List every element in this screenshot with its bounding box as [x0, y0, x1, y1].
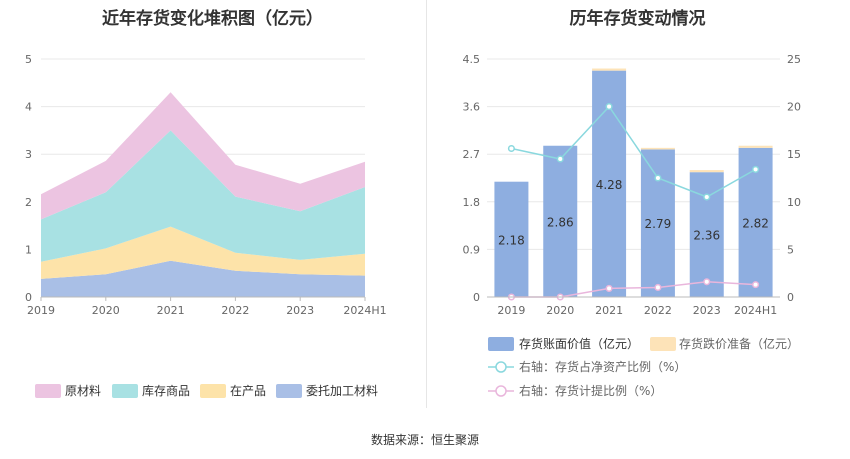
- line-inventory-to-net-assets: [511, 105, 756, 198]
- left-chart-axis: 0 1 2 3 4 5 2019 2020 2021 2022 2023 2024H1: [25, 53, 387, 317]
- bar-impairment-provision: [689, 170, 724, 173]
- bar-value-label: 2.86: [547, 215, 574, 229]
- bar-impairment-provision: [592, 68, 627, 71]
- left-y-tick-label: 4: [25, 101, 32, 114]
- left-legend-label: 委托加工材料: [306, 384, 378, 398]
- right-y-tick-label: 3.6: [463, 101, 481, 114]
- right-y2-tick-label: 10: [787, 196, 801, 209]
- bar-value-label: 2.79: [645, 217, 672, 231]
- right-y-tick-label: 0.9: [463, 243, 481, 256]
- bar-value-label: 2.82: [742, 216, 769, 230]
- line-point: [654, 174, 662, 182]
- line-point: [703, 193, 711, 201]
- right-legend-label: 存货跌价准备（亿元）: [679, 336, 799, 351]
- line-point: [654, 283, 662, 292]
- right-y2-tick-label: 25: [787, 53, 801, 66]
- bar-impairment-provision: [640, 147, 675, 150]
- right-x-tick-label: 2022: [644, 304, 672, 317]
- line-point: [605, 284, 613, 292]
- right-x-tick-label: 2024H1: [734, 304, 777, 317]
- bar-book-value: [543, 145, 578, 297]
- right-legend-swatch: [488, 337, 514, 351]
- left-y-tick-label: 5: [25, 53, 32, 66]
- right-chart-legend: 存货账面价值（亿元） 存货跌价准备（亿元） 右轴：存货占净资产比例（%） 右轴：存货计…: [488, 336, 799, 398]
- bar-value-label: 2.18: [498, 233, 525, 247]
- right-y2-tick-label: 5: [787, 243, 794, 256]
- left-chart-title: 近年存货变化堆积图（亿元）: [102, 9, 323, 29]
- left-legend-swatch: [276, 384, 302, 398]
- right-legend-label: 右轴：存货占净资产比例（%）: [519, 359, 686, 374]
- line-point: [752, 281, 760, 289]
- area-series-库存商品: [41, 130, 365, 262]
- right-x-tick-label: 2021: [595, 304, 623, 317]
- line-point: [703, 278, 711, 286]
- right-legend-swatch: [650, 337, 676, 351]
- right-y2-tick-label: 20: [787, 101, 801, 114]
- line-point: [556, 155, 564, 163]
- right-chart-title: 历年存货变动情况: [569, 9, 706, 29]
- left-legend-swatch: [112, 384, 138, 398]
- area-series-原材料: [41, 92, 365, 220]
- right-y2-tick-label: 0: [787, 291, 794, 304]
- right-chart-grid: [487, 58, 780, 298]
- bar-value-label: 2.36: [693, 229, 720, 243]
- right-legend-marker: [495, 385, 507, 397]
- data-source-note: 数据来源：恒生聚源: [370, 433, 479, 447]
- chart-divider: [426, 0, 427, 408]
- left-chart-legend: 原材料 库存商品 在产品 委托加工材料: [35, 383, 378, 398]
- left-y-tick-label: 1: [25, 243, 32, 256]
- right-x-tick-label: 2020: [546, 304, 574, 317]
- left-x-tick-label: 2024H1: [343, 304, 386, 317]
- bar-book-value: [494, 181, 529, 297]
- line-point: [507, 144, 515, 153]
- line-point: [752, 165, 760, 173]
- left-y-tick-label: 0: [25, 291, 32, 304]
- right-y-tick-label: 2.7: [463, 148, 481, 161]
- bar-impairment-provision: [738, 145, 773, 148]
- left-legend-label: 库存商品: [142, 383, 190, 398]
- left-y-tick-label: 3: [25, 148, 32, 161]
- left-legend-swatch: [200, 384, 226, 398]
- right-chart-bars: 2.18 2.86 4.28 2.79 2.36 2.82: [494, 68, 773, 297]
- left-x-tick-label: 2020: [92, 304, 120, 317]
- left-x-tick-label: 2021: [157, 304, 185, 317]
- left-chart-areas: [41, 92, 365, 297]
- right-legend-marker: [495, 361, 507, 373]
- left-legend-swatch: [35, 384, 61, 398]
- left-x-tick-label: 2023: [286, 304, 314, 317]
- right-y2-tick-label: 15: [787, 148, 801, 161]
- left-legend-label: 原材料: [65, 384, 101, 398]
- right-legend-label: 右轴：存货计提比例（%）: [519, 383, 662, 398]
- left-y-tick-label: 2: [25, 196, 32, 209]
- right-legend-label: 存货账面价值（亿元）: [519, 336, 639, 351]
- right-y-tick-label: 4.5: [463, 53, 481, 66]
- bar-book-value: [640, 149, 675, 297]
- right-x-tick-label: 2023: [693, 304, 721, 317]
- right-y-tick-label: 0: [473, 291, 480, 304]
- line-point: [605, 103, 613, 111]
- right-x-tick-label: 2019: [497, 304, 525, 317]
- left-legend-label: 在产品: [230, 384, 266, 398]
- area-series-委托加工材料: [41, 260, 365, 297]
- area-series-在产品: [41, 226, 365, 279]
- left-x-tick-label: 2022: [221, 304, 249, 317]
- right-chart-axis: 0 0.9 1.8 2.7 3.6 4.5 0 5 10 15 20 25 2019 2020 2021 20…: [463, 53, 802, 317]
- bar-value-label: 4.28: [596, 178, 623, 192]
- left-x-tick-label: 2019: [27, 304, 55, 317]
- right-y-tick-label: 1.8: [463, 196, 481, 209]
